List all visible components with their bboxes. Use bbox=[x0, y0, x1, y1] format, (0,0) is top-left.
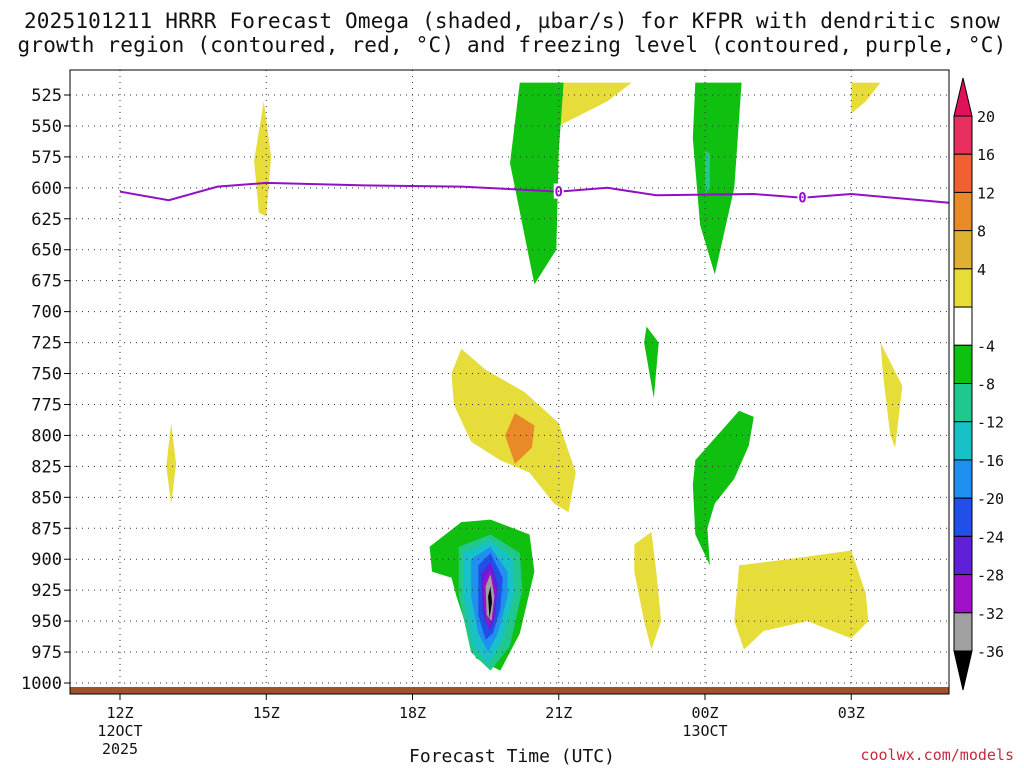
omega-region-11 bbox=[705, 150, 710, 194]
x-tick-label-15Z: 15Z bbox=[253, 704, 280, 722]
omega-region-9 bbox=[510, 82, 564, 285]
x-year-label-12Z: 2025 bbox=[102, 740, 138, 758]
colorbar: 20 16 12 8 4 -4 -8 -12 -16 -20 -24 -28 -32 -36 bbox=[953, 77, 1004, 691]
x-tick-label-00Z: 00Z bbox=[691, 704, 718, 722]
colorbar-label-11: -28 bbox=[977, 567, 1004, 585]
freezing-level-label-0: 0 bbox=[555, 185, 563, 201]
y-tick-label-650: 650 bbox=[31, 241, 62, 261]
freezing-level-label-1: 0 bbox=[798, 191, 806, 207]
omega-shaded-regions bbox=[166, 82, 903, 671]
colorbar-label-9: -20 bbox=[977, 490, 1004, 508]
omega-region-6 bbox=[505, 413, 535, 464]
y-tick-label-750: 750 bbox=[31, 365, 62, 385]
x-date-label-00Z: 13OCT bbox=[682, 722, 727, 740]
colorbar-label-5: -4 bbox=[977, 337, 995, 355]
pressure-axis: 525 550 575 600 625 650 675 700 725 750 775 800 825 8… bbox=[21, 86, 70, 694]
y-tick-label-850: 850 bbox=[31, 488, 62, 508]
y-tick-label-875: 875 bbox=[31, 519, 62, 539]
y-tick-label-975: 975 bbox=[31, 643, 62, 663]
colorbar-band-6 bbox=[953, 344, 973, 384]
y-tick-label-625: 625 bbox=[31, 210, 62, 230]
y-tick-label-700: 700 bbox=[31, 303, 62, 323]
site-credit: coolwx.com/models bbox=[860, 746, 1014, 764]
colorbar-band-13 bbox=[953, 612, 973, 652]
y-tick-label-550: 550 bbox=[31, 117, 62, 137]
omega-region-3 bbox=[851, 82, 881, 114]
colorbar-band-0 bbox=[953, 115, 973, 155]
y-tick-label-925: 925 bbox=[31, 581, 62, 601]
chart-title-line-2: growth region (contoured, red, °C) and f… bbox=[17, 33, 1007, 57]
colorbar-label-13: -36 bbox=[977, 643, 1004, 661]
x-tick-label-18Z: 18Z bbox=[399, 704, 426, 722]
colorbar-band-5 bbox=[953, 306, 973, 346]
y-tick-label-950: 950 bbox=[31, 612, 62, 632]
colorbar-band-7 bbox=[953, 383, 973, 423]
colorbar-band-3 bbox=[953, 230, 973, 270]
omega-region-4 bbox=[880, 342, 903, 448]
colorbar-label-6: -8 bbox=[977, 376, 995, 394]
omega-region-12 bbox=[644, 326, 659, 399]
surface-ground bbox=[70, 687, 949, 694]
x-tick-label-12Z: 12Z bbox=[106, 704, 133, 722]
y-tick-label-825: 825 bbox=[31, 457, 62, 477]
omega-region-1 bbox=[166, 423, 177, 505]
y-tick-label-600: 600 bbox=[31, 179, 62, 199]
freezing-label-bg-1 bbox=[797, 189, 808, 205]
colorbar-band-9 bbox=[953, 459, 973, 499]
freezing-level-line bbox=[119, 181, 949, 204]
omega-region-13 bbox=[692, 410, 754, 566]
y-tick-label-575: 575 bbox=[31, 148, 62, 168]
colorbar-band-1 bbox=[953, 153, 973, 193]
omega-region-22 bbox=[488, 586, 492, 619]
plot-frame bbox=[69, 69, 950, 695]
colorbar-label-0: 20 bbox=[977, 108, 995, 126]
y-tick-label-1000: 1000 bbox=[21, 674, 62, 694]
y-tick-label-800: 800 bbox=[31, 426, 62, 446]
colorbar-bottom-arrow bbox=[953, 650, 973, 691]
colorbar-label-3: 8 bbox=[977, 223, 986, 241]
x-date-label-12Z: 12OCT bbox=[97, 722, 142, 740]
y-tick-label-900: 900 bbox=[31, 550, 62, 570]
colorbar-label-12: -32 bbox=[977, 605, 1004, 623]
y-tick-label-675: 675 bbox=[31, 272, 62, 292]
grid-lines bbox=[70, 70, 949, 694]
y-tick-label-725: 725 bbox=[31, 334, 62, 354]
colorbar-band-11 bbox=[953, 535, 973, 576]
colorbar-label-4: 4 bbox=[977, 261, 986, 279]
freezing-label-bg-0 bbox=[553, 183, 564, 199]
omega-region-2 bbox=[558, 82, 632, 126]
y-tick-label-775: 775 bbox=[31, 395, 62, 415]
colorbar-band-2 bbox=[953, 191, 973, 232]
omega-region-7 bbox=[634, 532, 662, 650]
colorbar-label-10: -24 bbox=[977, 528, 1004, 546]
colorbar-top-arrow bbox=[953, 77, 973, 117]
colorbar-label-7: -12 bbox=[977, 414, 1004, 432]
colorbar-band-4 bbox=[953, 268, 973, 308]
colorbar-band-12 bbox=[953, 574, 973, 614]
omega-region-8 bbox=[734, 550, 869, 650]
colorbar-band-10 bbox=[953, 497, 973, 537]
colorbar-label-1: 16 bbox=[977, 146, 995, 164]
x-axis-title: Forecast Time (UTC) bbox=[409, 746, 615, 767]
y-tick-label-525: 525 bbox=[31, 86, 62, 106]
omega-region-0 bbox=[254, 101, 272, 217]
colorbar-label-8: -16 bbox=[977, 452, 1004, 470]
colorbar-label-2: 12 bbox=[977, 184, 995, 202]
x-tick-label-21Z: 21Z bbox=[545, 704, 572, 722]
chart-title-line-1: 2025101211 HRRR Forecast Omega (shaded, … bbox=[23, 9, 1001, 33]
x-tick-label-03Z: 03Z bbox=[838, 704, 865, 722]
colorbar-band-8 bbox=[953, 421, 973, 461]
